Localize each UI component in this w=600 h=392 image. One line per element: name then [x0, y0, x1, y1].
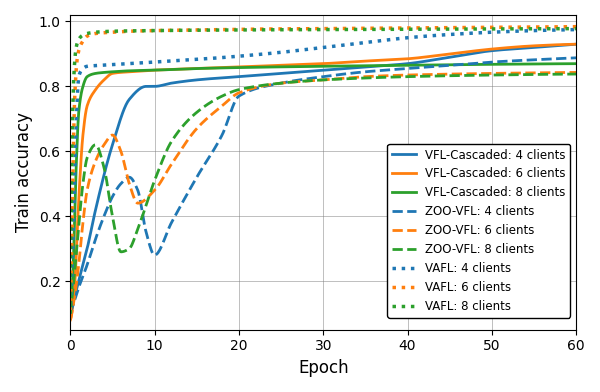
Legend: VFL-Cascaded: 4 clients, VFL-Cascaded: 6 clients, VFL-Cascaded: 8 clients, ZOO-V: VFL-Cascaded: 4 clients, VFL-Cascaded: 6… [387, 144, 570, 318]
VFL-Cascaded: 4 clients: (0, 0.1): 4 clients: (0, 0.1) [67, 311, 74, 316]
ZOO-VFL: 8 clients: (45.2, 0.833): 8 clients: (45.2, 0.833) [448, 73, 455, 78]
VAFL: 8 clients: (15.4, 0.973): 8 clients: (15.4, 0.973) [197, 28, 204, 33]
VFL-Cascaded: 4 clients: (40.1, 0.87): 4 clients: (40.1, 0.87) [404, 61, 412, 66]
VAFL: 6 clients: (0, 0.08): 6 clients: (0, 0.08) [67, 318, 74, 322]
ZOO-VFL: 6 clients: (35.4, 0.83): 6 clients: (35.4, 0.83) [365, 74, 372, 79]
Line: VAFL: 4 clients: VAFL: 4 clients [70, 30, 576, 314]
VFL-Cascaded: 8 clients: (15.4, 0.855): 8 clients: (15.4, 0.855) [197, 66, 204, 71]
VAFL: 6 clients: (40.1, 0.98): 6 clients: (40.1, 0.98) [404, 25, 412, 30]
ZOO-VFL: 8 clients: (60, 0.838): 8 clients: (60, 0.838) [572, 72, 580, 76]
VAFL: 6 clients: (27.1, 0.977): 6 clients: (27.1, 0.977) [296, 26, 303, 31]
Line: ZOO-VFL: 8 clients: ZOO-VFL: 8 clients [70, 74, 576, 314]
VFL-Cascaded: 4 clients: (35.4, 0.861): 4 clients: (35.4, 0.861) [365, 64, 372, 69]
VAFL: 4 clients: (10.6, 0.876): 4 clients: (10.6, 0.876) [156, 59, 163, 64]
Line: ZOO-VFL: 6 clients: ZOO-VFL: 6 clients [70, 73, 576, 320]
VFL-Cascaded: 4 clients: (45.2, 0.891): 4 clients: (45.2, 0.891) [448, 54, 455, 59]
ZOO-VFL: 4 clients: (60, 0.888): 4 clients: (60, 0.888) [572, 56, 580, 60]
VFL-Cascaded: 8 clients: (27.1, 0.861): 8 clients: (27.1, 0.861) [296, 64, 303, 69]
VFL-Cascaded: 8 clients: (40.1, 0.865): 8 clients: (40.1, 0.865) [404, 63, 412, 68]
VFL-Cascaded: 8 clients: (60, 0.87): 8 clients: (60, 0.87) [572, 61, 580, 66]
ZOO-VFL: 4 clients: (40.1, 0.855): 4 clients: (40.1, 0.855) [404, 66, 412, 71]
Line: VAFL: 6 clients: VAFL: 6 clients [70, 27, 576, 320]
ZOO-VFL: 4 clients: (45.2, 0.865): 4 clients: (45.2, 0.865) [448, 63, 455, 67]
ZOO-VFL: 8 clients: (27.1, 0.815): 8 clients: (27.1, 0.815) [296, 79, 303, 84]
ZOO-VFL: 4 clients: (15.4, 0.539): 4 clients: (15.4, 0.539) [197, 169, 204, 174]
VAFL: 8 clients: (0, 0.1): 8 clients: (0, 0.1) [67, 311, 74, 316]
VFL-Cascaded: 6 clients: (27.1, 0.867): 6 clients: (27.1, 0.867) [296, 62, 303, 67]
ZOO-VFL: 6 clients: (60, 0.843): 6 clients: (60, 0.843) [572, 70, 580, 75]
VAFL: 8 clients: (60, 0.978): 8 clients: (60, 0.978) [572, 26, 580, 31]
VAFL: 6 clients: (15.4, 0.974): 6 clients: (15.4, 0.974) [197, 27, 204, 32]
VFL-Cascaded: 6 clients: (60, 0.93): 6 clients: (60, 0.93) [572, 42, 580, 47]
VFL-Cascaded: 4 clients: (15.4, 0.821): 4 clients: (15.4, 0.821) [197, 77, 204, 82]
ZOO-VFL: 6 clients: (15.4, 0.682): 6 clients: (15.4, 0.682) [197, 122, 204, 127]
ZOO-VFL: 6 clients: (40.1, 0.835): 6 clients: (40.1, 0.835) [404, 73, 412, 77]
Line: ZOO-VFL: 4 clients: ZOO-VFL: 4 clients [70, 58, 576, 314]
VFL-Cascaded: 6 clients: (40.1, 0.885): 6 clients: (40.1, 0.885) [404, 56, 412, 61]
VFL-Cascaded: 6 clients: (45.2, 0.901): 6 clients: (45.2, 0.901) [448, 51, 455, 56]
X-axis label: Epoch: Epoch [298, 359, 349, 377]
VAFL: 6 clients: (45.2, 0.981): 6 clients: (45.2, 0.981) [448, 25, 455, 30]
ZOO-VFL: 4 clients: (35.4, 0.846): 4 clients: (35.4, 0.846) [365, 69, 372, 74]
VAFL: 6 clients: (60, 0.984): 6 clients: (60, 0.984) [572, 24, 580, 29]
VFL-Cascaded: 8 clients: (45.2, 0.867): 8 clients: (45.2, 0.867) [448, 62, 455, 67]
VAFL: 6 clients: (10.6, 0.972): 6 clients: (10.6, 0.972) [156, 28, 163, 33]
VFL-Cascaded: 8 clients: (10.6, 0.851): 8 clients: (10.6, 0.851) [156, 68, 163, 73]
ZOO-VFL: 8 clients: (0, 0.1): 8 clients: (0, 0.1) [67, 311, 74, 316]
Y-axis label: Train accuracy: Train accuracy [15, 113, 33, 232]
VAFL: 6 clients: (35.4, 0.979): 6 clients: (35.4, 0.979) [365, 26, 372, 31]
VFL-Cascaded: 6 clients: (0, 0.08): 6 clients: (0, 0.08) [67, 318, 74, 322]
VFL-Cascaded: 6 clients: (35.4, 0.879): 6 clients: (35.4, 0.879) [365, 58, 372, 63]
VAFL: 8 clients: (35.4, 0.976): 8 clients: (35.4, 0.976) [365, 27, 372, 32]
Line: VFL-Cascaded: 6 clients: VFL-Cascaded: 6 clients [70, 44, 576, 320]
Line: VAFL: 8 clients: VAFL: 8 clients [70, 29, 576, 314]
ZOO-VFL: 6 clients: (27.1, 0.815): 6 clients: (27.1, 0.815) [296, 79, 303, 84]
VAFL: 8 clients: (45.2, 0.977): 8 clients: (45.2, 0.977) [448, 27, 455, 31]
VAFL: 4 clients: (45.2, 0.96): 4 clients: (45.2, 0.96) [448, 32, 455, 37]
VAFL: 4 clients: (35.4, 0.936): 4 clients: (35.4, 0.936) [365, 40, 372, 45]
ZOO-VFL: 4 clients: (10.6, 0.296): 4 clients: (10.6, 0.296) [156, 247, 163, 252]
VAFL: 4 clients: (27.1, 0.911): 4 clients: (27.1, 0.911) [296, 48, 303, 53]
VAFL: 8 clients: (10.6, 0.972): 8 clients: (10.6, 0.972) [156, 28, 163, 33]
Line: VFL-Cascaded: 8 clients: VFL-Cascaded: 8 clients [70, 64, 576, 314]
VFL-Cascaded: 8 clients: (0, 0.1): 8 clients: (0, 0.1) [67, 311, 74, 316]
ZOO-VFL: 6 clients: (45.2, 0.838): 6 clients: (45.2, 0.838) [448, 72, 455, 76]
VAFL: 8 clients: (40.1, 0.976): 8 clients: (40.1, 0.976) [404, 27, 412, 32]
VAFL: 4 clients: (15.4, 0.884): 4 clients: (15.4, 0.884) [197, 57, 204, 62]
VFL-Cascaded: 6 clients: (15.4, 0.855): 6 clients: (15.4, 0.855) [197, 66, 204, 71]
VFL-Cascaded: 6 clients: (10.6, 0.851): 6 clients: (10.6, 0.851) [156, 67, 163, 72]
VFL-Cascaded: 4 clients: (60, 0.93): 4 clients: (60, 0.93) [572, 42, 580, 47]
ZOO-VFL: 6 clients: (10.6, 0.501): 6 clients: (10.6, 0.501) [156, 181, 163, 186]
ZOO-VFL: 4 clients: (27.1, 0.82): 4 clients: (27.1, 0.82) [296, 78, 303, 82]
VFL-Cascaded: 4 clients: (10.6, 0.802): 4 clients: (10.6, 0.802) [156, 83, 163, 88]
ZOO-VFL: 4 clients: (0, 0.1): 4 clients: (0, 0.1) [67, 311, 74, 316]
VAFL: 4 clients: (40.1, 0.95): 4 clients: (40.1, 0.95) [404, 35, 412, 40]
ZOO-VFL: 8 clients: (35.4, 0.826): 8 clients: (35.4, 0.826) [365, 76, 372, 80]
Line: VFL-Cascaded: 4 clients: VFL-Cascaded: 4 clients [70, 44, 576, 314]
ZOO-VFL: 6 clients: (0, 0.08): 6 clients: (0, 0.08) [67, 318, 74, 322]
ZOO-VFL: 8 clients: (40.1, 0.83): 8 clients: (40.1, 0.83) [404, 74, 412, 79]
VFL-Cascaded: 8 clients: (35.4, 0.864): 8 clients: (35.4, 0.864) [365, 64, 372, 68]
ZOO-VFL: 8 clients: (10.6, 0.552): 8 clients: (10.6, 0.552) [156, 165, 163, 169]
ZOO-VFL: 8 clients: (15.4, 0.729): 8 clients: (15.4, 0.729) [197, 107, 204, 112]
VAFL: 8 clients: (27.1, 0.975): 8 clients: (27.1, 0.975) [296, 27, 303, 32]
VFL-Cascaded: 4 clients: (27.1, 0.844): 4 clients: (27.1, 0.844) [296, 70, 303, 74]
VAFL: 4 clients: (0, 0.1): 4 clients: (0, 0.1) [67, 311, 74, 316]
VAFL: 4 clients: (60, 0.975): 4 clients: (60, 0.975) [572, 27, 580, 32]
